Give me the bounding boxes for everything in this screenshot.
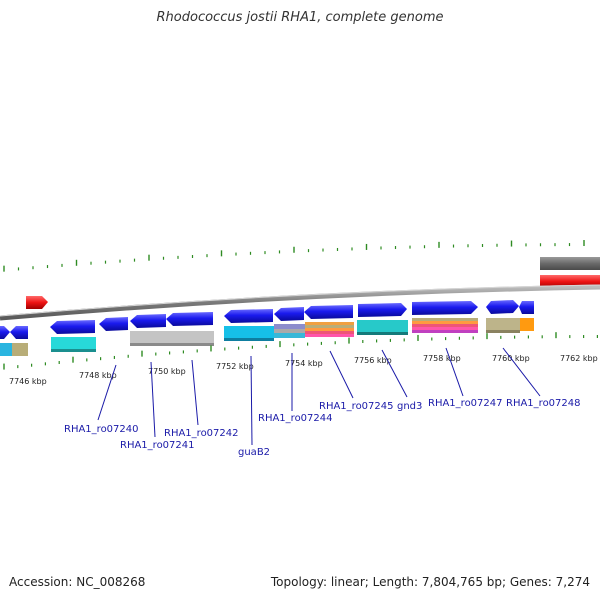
- gene-label-ro07241[interactable]: RHA1_ro07241: [120, 440, 195, 451]
- gene-label-ro07245[interactable]: RHA1_ro07245: [319, 401, 394, 412]
- lower-tick-track: [3, 332, 599, 370]
- ruler-labels: 7746 kbp 7748 kbp 7750 kbp 7752 kbp 7754…: [9, 354, 598, 386]
- gene-label-gnd3[interactable]: gnd3: [397, 401, 422, 412]
- gray-feature-bar: [540, 257, 600, 270]
- gene-arrow[interactable]: [519, 301, 534, 314]
- gene-arrow[interactable]: [130, 314, 166, 328]
- red-arrow-feature: [26, 296, 48, 309]
- gene-arrow[interactable]: [166, 312, 213, 326]
- ruler-label: 7746 kbp: [9, 377, 47, 386]
- ruler-label: 7748 kbp: [79, 371, 117, 380]
- annotation-bars: [0, 318, 534, 356]
- gene-label-ro07240[interactable]: RHA1_ro07240: [64, 424, 139, 435]
- gene-arrow[interactable]: [50, 320, 95, 334]
- gene-arrow[interactable]: [224, 309, 273, 323]
- ruler-label: 7758 kbp: [423, 354, 461, 363]
- gene-arrow[interactable]: [10, 326, 28, 339]
- upper-tick-track: [3, 240, 585, 272]
- gene-arrows: [0, 300, 534, 339]
- gene-arrow[interactable]: [99, 317, 128, 331]
- accession-text: Accession: NC_008268: [9, 575, 146, 589]
- gene-arrow[interactable]: [412, 301, 478, 315]
- gene-label-guaB2[interactable]: guaB2: [238, 447, 270, 458]
- ruler-label: 7754 kbp: [285, 359, 323, 368]
- gene-label-ro07247[interactable]: RHA1_ro07247: [428, 398, 503, 409]
- ruler-label: 7762 kbp: [560, 354, 598, 363]
- gene-labels: RHA1_ro07240 RHA1_ro07241 RHA1_ro07242 g…: [64, 398, 581, 458]
- genome-title: Rhodococcus jostii RHA1, complete genome: [156, 10, 444, 25]
- genome-summary-text: Topology: linear; Length: 7,804,765 bp; …: [270, 575, 590, 589]
- gene-arrow[interactable]: [274, 307, 304, 321]
- gene-arrow[interactable]: [0, 326, 10, 339]
- ruler-label: 7756 kbp: [354, 356, 392, 365]
- gene-label-ro07244[interactable]: RHA1_ro07244: [258, 413, 333, 424]
- label-leader-lines: [97, 347, 541, 446]
- gene-arrow[interactable]: [486, 300, 519, 314]
- ruler-label: 7752 kbp: [216, 362, 254, 371]
- ruler-label: 7750 kbp: [148, 367, 186, 376]
- gene-arrow[interactable]: [304, 305, 353, 319]
- gene-label-ro07248[interactable]: RHA1_ro07248: [506, 398, 581, 409]
- red-feature-bar: [540, 275, 600, 288]
- genome-backbone: [0, 284, 600, 321]
- gene-arrow[interactable]: [358, 303, 407, 317]
- gene-label-ro07242[interactable]: RHA1_ro07242: [164, 428, 239, 439]
